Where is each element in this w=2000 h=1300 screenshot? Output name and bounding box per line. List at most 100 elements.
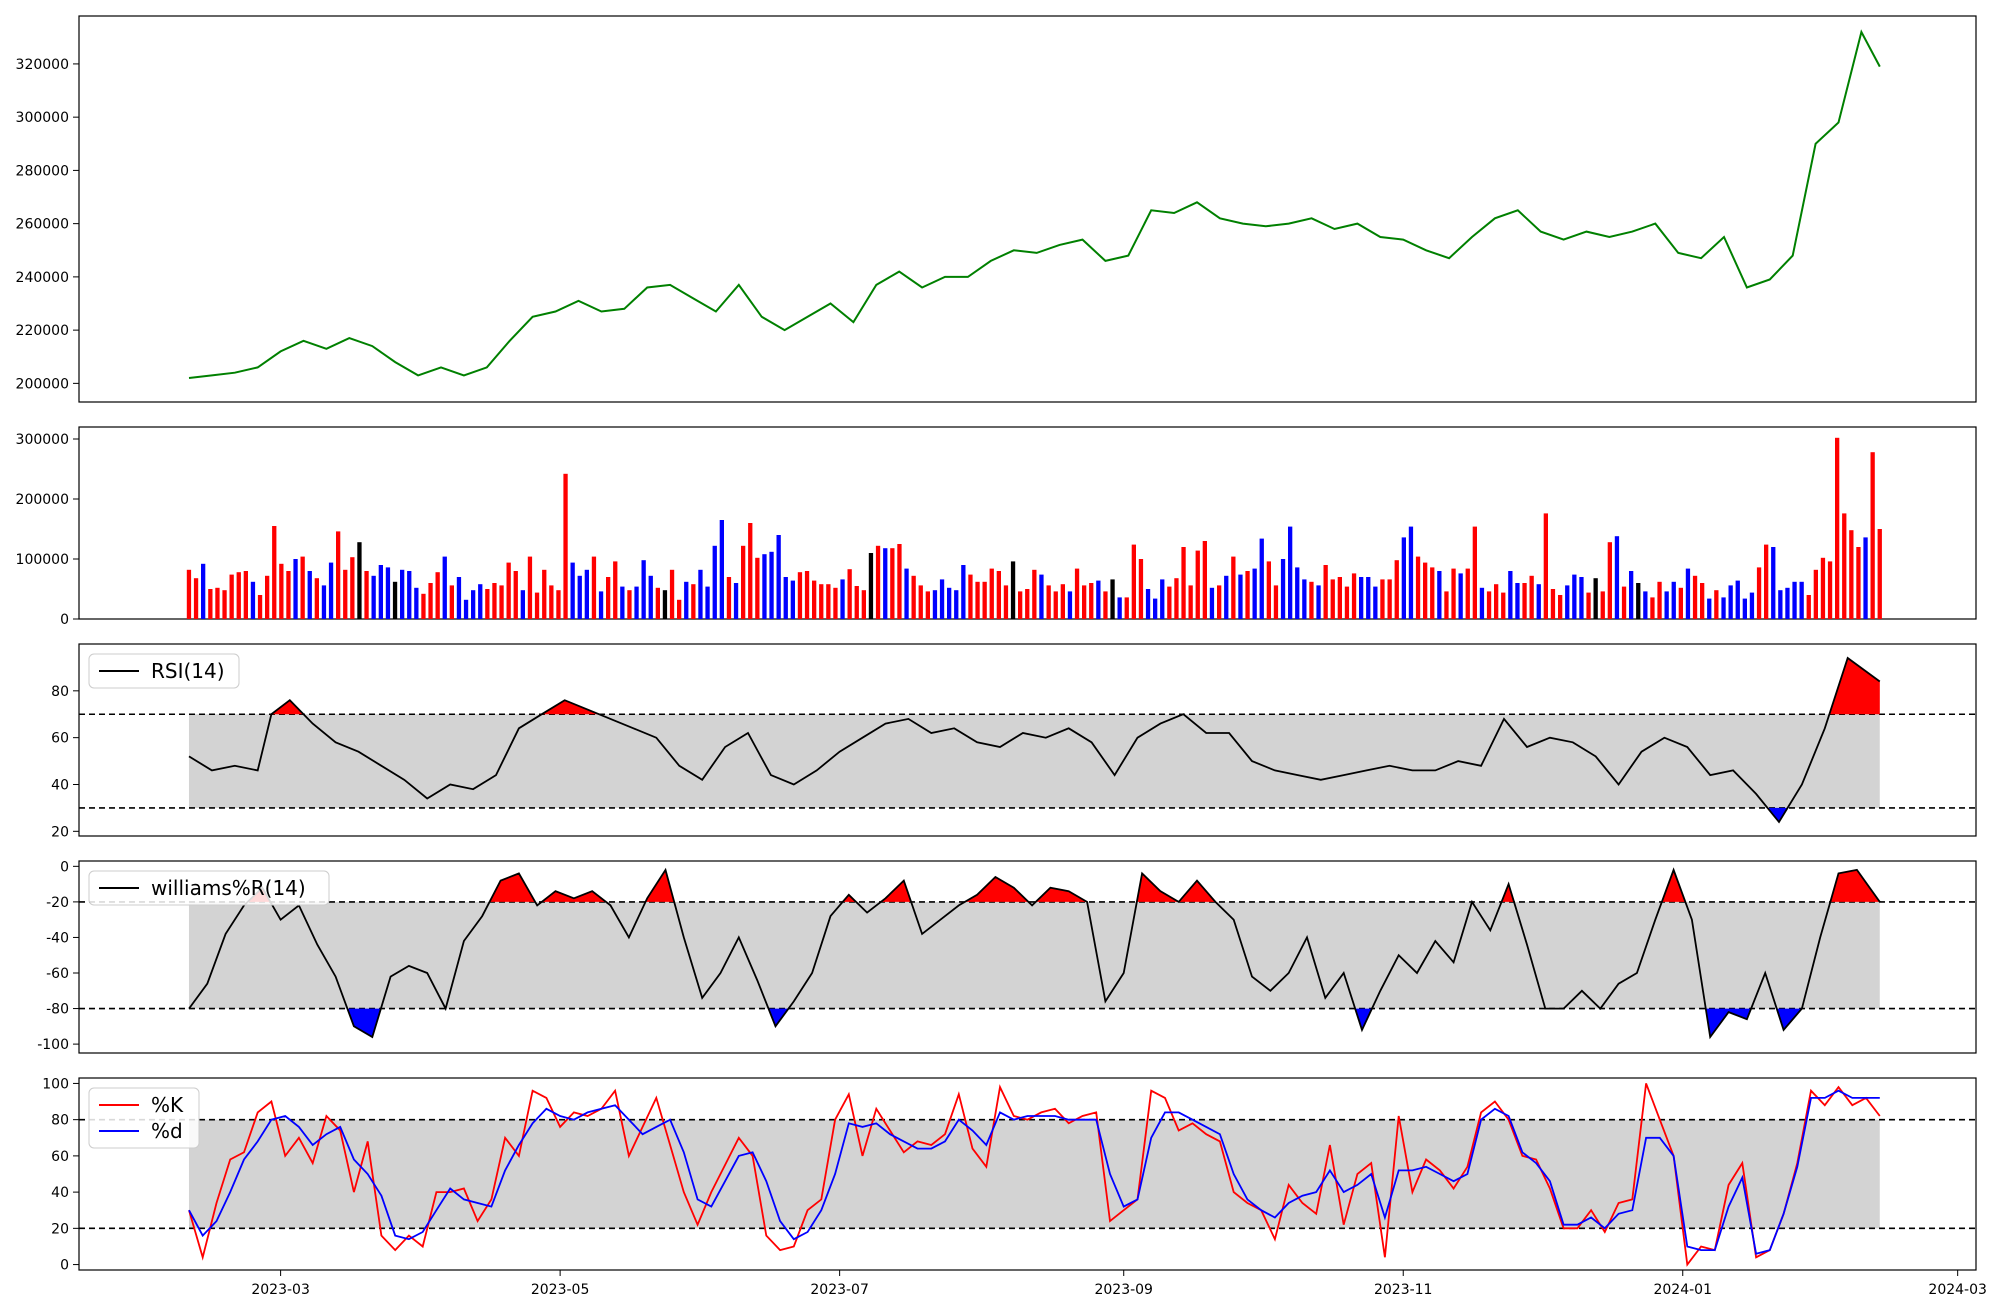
volume-bar — [279, 563, 284, 619]
volume-bar — [1494, 584, 1499, 619]
y-tick-label: 0 — [60, 1258, 69, 1274]
volume-bar — [1558, 595, 1563, 619]
oversold-fill — [347, 1008, 381, 1037]
volume-bar — [1430, 567, 1435, 619]
volume-bar — [463, 599, 469, 619]
volume-bar — [1614, 536, 1620, 619]
volume-bar — [1060, 584, 1065, 619]
volume-bar — [1188, 585, 1193, 619]
volume-bar — [1401, 537, 1406, 619]
volume-bar — [428, 583, 433, 619]
y-tick-label: 100000 — [16, 552, 69, 568]
volume-bar — [1877, 529, 1882, 619]
y-tick-label: -60 — [46, 966, 69, 982]
volume-bar — [684, 581, 689, 619]
volume-bar — [1593, 578, 1598, 619]
volume-bar — [655, 587, 660, 619]
volume-bar — [1543, 513, 1548, 619]
volume-bar — [1266, 561, 1271, 619]
volume-bar — [613, 561, 618, 619]
volume-bar — [471, 590, 476, 619]
volume-bar — [1231, 556, 1236, 619]
volume-bar — [321, 585, 327, 619]
y-tick-label: 100 — [42, 1076, 69, 1092]
volume-bar — [1714, 590, 1719, 619]
volume-bar — [1245, 571, 1250, 619]
volume-bar — [193, 578, 199, 619]
price-frame — [78, 15, 1977, 403]
volume-bar — [1089, 583, 1094, 619]
volume-bar — [272, 526, 277, 619]
volume-bar — [400, 569, 405, 619]
volume-bar — [1692, 575, 1698, 619]
price-panel: 200000 220000 240000 260000 280000 300000 3200… — [16, 15, 1977, 403]
volume-bar — [1280, 559, 1286, 619]
volume-bar — [1856, 547, 1861, 619]
volume-bar — [1565, 585, 1570, 619]
volume-bar — [236, 572, 241, 619]
volume-bar — [1067, 591, 1073, 619]
volume-bar — [804, 571, 810, 619]
volume-bar — [1486, 591, 1492, 619]
y-tick-label: -20 — [46, 895, 69, 911]
date-x-axis: 2023-03 2023-05 2023-07 2023-09 2023-11 2024-… — [251, 1270, 1987, 1298]
volume-bar — [1238, 574, 1243, 619]
volume-bar — [1806, 595, 1811, 619]
y-tick-label: 20 — [51, 1221, 69, 1237]
y-tick-label: 320000 — [16, 57, 69, 73]
volume-bar — [1813, 569, 1818, 619]
volume-bar — [1174, 578, 1179, 619]
volume-bar — [1849, 530, 1854, 619]
volume-bar — [1295, 567, 1300, 619]
volume-bar — [314, 578, 319, 619]
volume-bar — [669, 569, 675, 619]
volume-bar — [1700, 583, 1705, 619]
volume-bar — [1288, 526, 1293, 619]
volume-bar — [1252, 568, 1257, 619]
stochastic-frame — [78, 1077, 1977, 1271]
volume-bar — [563, 473, 568, 619]
volume-bar — [1259, 538, 1264, 619]
volume-bar — [1671, 581, 1676, 619]
legend-box — [88, 1087, 200, 1149]
williams-r-panel: -100 -80 -60 -40 -20 0 williams%R(14) — [37, 859, 1977, 1054]
volume-bar — [1664, 591, 1669, 619]
oversold-fill — [1355, 1008, 1372, 1030]
volume-bar — [691, 584, 696, 619]
volume-bar — [648, 575, 653, 619]
legend-box — [88, 653, 240, 689]
volume-bar — [783, 577, 788, 619]
volume-bar — [1160, 579, 1165, 619]
volume-bar — [1053, 591, 1058, 619]
volume-bar — [1110, 579, 1115, 619]
volume-bar — [300, 556, 305, 619]
volume-bar — [982, 581, 987, 619]
volume-bar — [1309, 581, 1314, 619]
y-tick-label: 40 — [51, 777, 69, 793]
legend-box — [88, 870, 330, 906]
volume-bar — [875, 545, 881, 619]
volume-bar — [1749, 592, 1755, 619]
volume-bar — [392, 581, 398, 619]
volume-bar — [215, 587, 220, 619]
y-tick-label: 200000 — [16, 492, 69, 508]
volume-bar — [755, 557, 760, 619]
volume-bar — [840, 579, 845, 619]
overbought-fill — [1136, 873, 1216, 902]
volume-bar — [1344, 586, 1350, 619]
y-tick-label: 20 — [51, 824, 69, 840]
volume-bar — [265, 575, 270, 619]
volume-bar — [1167, 586, 1172, 619]
volume-bar — [414, 587, 419, 619]
volume-bar — [336, 531, 341, 619]
volume-bar — [1792, 581, 1797, 619]
volume-bar — [1643, 591, 1648, 619]
volume-bar — [570, 562, 575, 619]
volume-bar — [1508, 571, 1513, 619]
volume-bar — [1764, 544, 1769, 619]
volume-bar — [1785, 587, 1790, 619]
volume-bar — [378, 565, 383, 619]
overbought-fill — [842, 894, 857, 902]
volume-bar — [485, 589, 490, 619]
